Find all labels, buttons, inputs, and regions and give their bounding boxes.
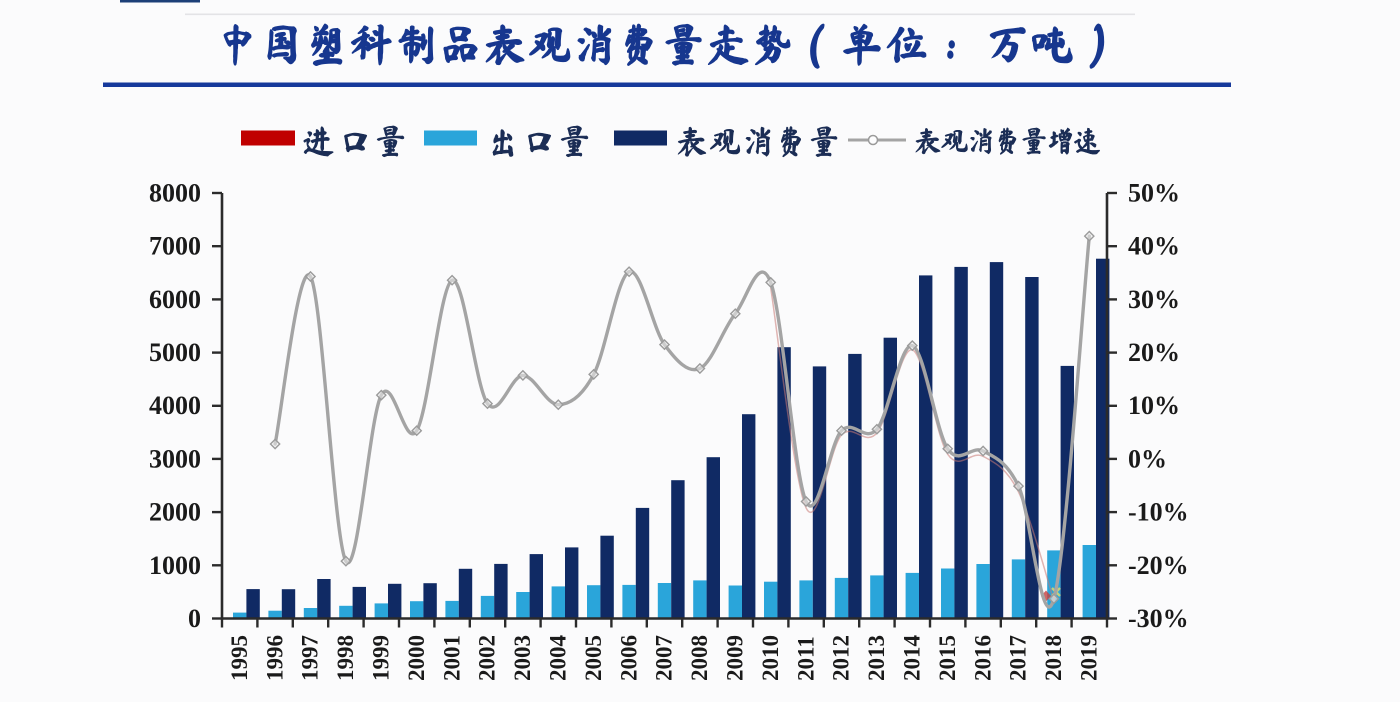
svg-text:3000: 3000 (149, 444, 201, 473)
svg-text:1998: 1998 (333, 635, 358, 681)
svg-text:2004: 2004 (546, 635, 571, 682)
svg-text:1000: 1000 (149, 551, 201, 580)
svg-text:2008: 2008 (687, 635, 712, 681)
svg-text:2000: 2000 (149, 498, 201, 527)
svg-text:2005: 2005 (581, 635, 606, 681)
svg-text:1995: 1995 (227, 635, 252, 681)
svg-text:2009: 2009 (723, 635, 748, 681)
svg-text:50%: 50% (1128, 179, 1180, 208)
svg-text:1999: 1999 (369, 635, 394, 681)
svg-text:2010: 2010 (758, 635, 783, 681)
svg-text:2006: 2006 (616, 635, 641, 681)
svg-text:-30%: -30% (1128, 604, 1189, 633)
svg-text:8000: 8000 (149, 179, 201, 208)
svg-text:4000: 4000 (149, 391, 201, 420)
svg-text:2011: 2011 (793, 636, 818, 681)
svg-text:40%: 40% (1128, 232, 1180, 261)
svg-text:30%: 30% (1128, 285, 1180, 314)
svg-text:2019: 2019 (1077, 635, 1102, 681)
svg-text:2013: 2013 (864, 635, 889, 681)
svg-text:2012: 2012 (829, 635, 854, 681)
svg-text:7000: 7000 (149, 232, 201, 261)
svg-text:2007: 2007 (652, 635, 677, 681)
svg-text:0%: 0% (1128, 444, 1167, 473)
svg-text:2002: 2002 (475, 635, 500, 681)
svg-text:5000: 5000 (149, 338, 201, 367)
svg-text:-10%: -10% (1128, 498, 1189, 527)
svg-text:2003: 2003 (510, 635, 535, 681)
svg-text:2014: 2014 (900, 635, 925, 682)
svg-text:0: 0 (188, 604, 201, 633)
svg-text:6000: 6000 (149, 285, 201, 314)
svg-text:10%: 10% (1128, 391, 1180, 420)
svg-text:1997: 1997 (298, 635, 323, 681)
svg-text:1996: 1996 (262, 635, 287, 681)
svg-text:2017: 2017 (1006, 635, 1031, 681)
svg-text:2015: 2015 (935, 635, 960, 681)
svg-text:2018: 2018 (1041, 635, 1066, 681)
svg-text:20%: 20% (1128, 338, 1180, 367)
svg-text:2000: 2000 (404, 635, 429, 681)
svg-text:2016: 2016 (970, 635, 995, 681)
svg-text:-20%: -20% (1128, 551, 1189, 580)
svg-text:2001: 2001 (439, 635, 464, 681)
